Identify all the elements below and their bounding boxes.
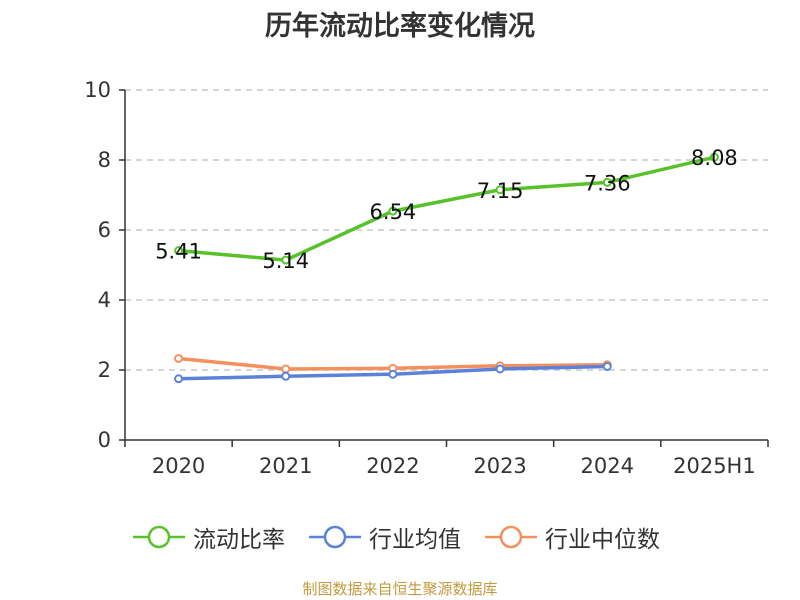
data-label: 5.41: [155, 240, 202, 264]
legend-marker-icon: [133, 525, 185, 549]
data-point: [495, 185, 505, 195]
legend-circle: [323, 525, 347, 549]
series: [174, 152, 719, 384]
legend-item[interactable]: 行业均值: [309, 520, 461, 554]
legend-marker-icon: [309, 525, 361, 549]
data-point: [281, 255, 291, 265]
x-tick-label: 2023: [473, 454, 526, 478]
x-tick-label: 2025H1: [673, 454, 756, 478]
axes: 0 2 4 6 8 10 2020 2021 2022 2023 2024 2025H1: [84, 78, 769, 478]
data-point: [495, 364, 505, 374]
data-point: [602, 362, 612, 371]
y-tick-label: 4: [98, 288, 111, 312]
grid-lines: [125, 89, 768, 371]
x-tick-label: 2020: [152, 454, 205, 478]
legend-label: 流动比率: [193, 527, 285, 553]
source-note: 制图数据来自恒生聚源数据库: [302, 580, 498, 598]
data-label: 8.08: [691, 146, 738, 170]
legend-label: 行业中位数: [545, 527, 660, 553]
data-label: 7.15: [477, 179, 524, 203]
legend-item[interactable]: 行业中位数: [485, 520, 660, 554]
y-tick-label: 10: [84, 78, 111, 102]
x-tick-label: 2021: [259, 454, 312, 478]
y-tick-label: 2: [98, 358, 111, 382]
y-tick-label: 0: [98, 428, 111, 452]
data-point: [174, 374, 184, 384]
data-point: [388, 206, 398, 216]
legend: 流动比率 行业均值 行业中位数: [0, 520, 800, 554]
data-point: [388, 369, 398, 379]
x-tick-label: 2024: [581, 454, 634, 478]
data-label: 6.54: [370, 200, 417, 224]
y-tick-label: 6: [98, 218, 111, 242]
x-tick-label: 2022: [366, 454, 419, 478]
legend-label: 行业均值: [369, 527, 461, 553]
data-labels: 5.41 5.14 6.54 7.15 7.36 8.08: [155, 146, 738, 273]
data-point: [281, 364, 291, 374]
data-point: [281, 371, 291, 381]
legend-item[interactable]: 流动比率: [133, 520, 285, 554]
y-tick-label: 8: [98, 148, 111, 172]
legend-circle: [147, 525, 171, 549]
data-label: 5.14: [262, 249, 309, 273]
data-point: [174, 246, 184, 256]
data-point: [602, 177, 612, 187]
chart-title: 历年流动比率变化情况: [265, 11, 535, 42]
data-point: [174, 353, 184, 363]
series-line-1: [176, 155, 717, 262]
data-label: 7.36: [584, 171, 631, 195]
data-point: [709, 152, 719, 162]
legend-marker-icon: [485, 525, 537, 549]
legend-circle: [499, 525, 523, 549]
